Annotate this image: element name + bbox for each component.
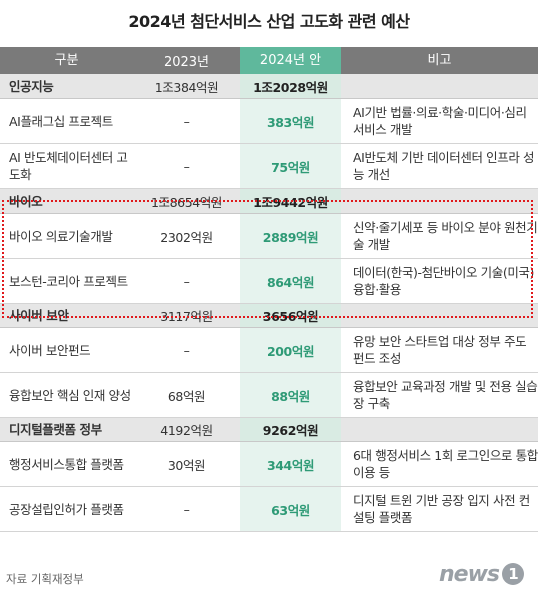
header-category: 구분	[54, 53, 79, 68]
row-2024-value: 75억원	[240, 144, 341, 188]
category-row: 인공지능 1조384억원 1조2028억원	[0, 74, 538, 99]
table-row: 융합보안 핵심 인재 양성 68억원 88억원 융합보안 교육과정 개발 및 전용 실…	[0, 373, 538, 418]
table-row: 바이오 의료기술개발 2302억원 2889억원 신약·줄기세포 등 바이오 분야 원…	[0, 214, 538, 259]
row-note: AI기반 법률·의료·학술·미디어·심리 서비스 개발	[353, 105, 527, 137]
row-name: 인공지능	[9, 78, 54, 94]
row-name: 공장설립인허가 플랫폼	[9, 501, 124, 517]
row-2024-value: 63억원	[240, 487, 341, 531]
table-row: 보스턴-코리아 프로젝트 – 864억원 데이터(한국)-첨단바이오 기술(미국) 융…	[0, 259, 538, 304]
row-name: 바이오 의료기술개발	[9, 228, 113, 244]
row-note: 유망 보안 스타트업 대상 정부 주도 펀드 조성	[353, 334, 527, 366]
table-row: AI 반도체데이터센터 고도화 – 75억원 AI반도체 기반 데이터센터 인프라 성…	[0, 144, 538, 189]
row-2023-value: –	[183, 158, 190, 174]
row-2024-value: 344억원	[240, 442, 341, 486]
row-name: 사이버 보안	[9, 308, 69, 323]
table-row: 사이버 보안펀드 – 200억원 유망 보안 스타트업 대상 정부 주도 펀드 조성	[0, 328, 538, 373]
category-row: 바이오 1조8654억원 1조9442억원	[0, 189, 538, 214]
row-2023-value: 68억원	[167, 388, 206, 404]
row-name: 디지털플랫폼 정부	[9, 422, 102, 437]
table-body: 인공지능 1조384억원 1조2028억원 AI플래그십 프로젝트 – 383억원 AI기반…	[0, 74, 538, 532]
row-name: 사이버 보안펀드	[9, 342, 91, 358]
source-note: 자료 기획재정부	[6, 572, 84, 586]
row-note: 데이터(한국)-첨단바이오 기술(미국) 융합·활용	[353, 265, 534, 297]
row-2023-value: 3117억원	[160, 309, 213, 324]
row-2023-value: 2302억원	[160, 229, 213, 245]
row-2024-value: 9262억원	[240, 418, 341, 441]
row-note: 디지털 트윈 기반 공장 입지 사전 컨설팅 플랫폼	[353, 493, 530, 525]
row-note: 신약·줄기세포 등 바이오 분야 원천기술 개발	[353, 220, 538, 252]
row-name: AI플래그십 프로젝트	[9, 113, 113, 129]
row-2023-value: 1조8654억원	[150, 194, 223, 210]
row-name: 바이오	[9, 193, 43, 209]
row-2024-value: 88억원	[240, 373, 341, 417]
row-2024-value: 200억원	[240, 328, 341, 372]
row-name: 행정서비스통합 플랫폼	[9, 456, 124, 472]
row-2024-value: 1조2028억원	[240, 74, 341, 98]
news1-logo: news 1	[439, 562, 524, 587]
row-note: AI반도체 기반 데이터센터 인프라 성능 개선	[353, 150, 535, 182]
row-2024-value: 3656억원	[240, 304, 341, 327]
row-2023-value: 1조384억원	[154, 79, 219, 95]
table-header: 구분 2023년 2024년 안 비고	[0, 47, 538, 74]
header-note: 비고	[427, 53, 452, 68]
page-title: 2024년 첨단서비스 산업 고도화 관련 예산	[128, 12, 410, 31]
row-2023-value: –	[183, 501, 190, 517]
row-2023-value: 30억원	[167, 457, 206, 473]
row-2023-value: –	[183, 273, 190, 289]
row-2024-value: 1조9442억원	[240, 189, 341, 213]
row-2023-value: –	[183, 342, 190, 358]
budget-table: 구분 2023년 2024년 안 비고 인공지능 1조384억원 1조2028억원 A…	[0, 47, 538, 532]
row-2024-value: 383억원	[240, 99, 341, 143]
row-name: 융합보안 핵심 인재 양성	[9, 387, 131, 403]
header-2024: 2024년 안	[240, 47, 341, 74]
header-2023: 2023년	[163, 55, 210, 70]
category-row: 사이버 보안 3117억원 3656억원	[0, 304, 538, 328]
table-row: 공장설립인허가 플랫폼 – 63억원 디지털 트윈 기반 공장 입지 사전 컨설팅 플…	[0, 487, 538, 532]
row-2024-value: 2889억원	[240, 214, 341, 258]
row-name: 보스턴-코리아 프로젝트	[9, 273, 128, 289]
category-row: 디지털플랫폼 정부 4192억원 9262억원	[0, 418, 538, 442]
row-2023-value: –	[183, 113, 190, 129]
row-2023-value: 4192억원	[160, 423, 213, 438]
row-2024-value: 864억원	[240, 259, 341, 303]
row-note: 융합보안 교육과정 개발 및 전용 실습장 구축	[353, 379, 538, 411]
row-name: AI 반도체데이터센터 고도화	[9, 150, 128, 182]
table-row: AI플래그십 프로젝트 – 383억원 AI기반 법률·의료·학술·미디어·심리 서비…	[0, 99, 538, 144]
row-note: 6대 행정서비스 1회 로그인으로 통합 이용 등	[353, 448, 538, 480]
table-row: 행정서비스통합 플랫폼 30억원 344억원 6대 행정서비스 1회 로그인으로 통합…	[0, 442, 538, 487]
